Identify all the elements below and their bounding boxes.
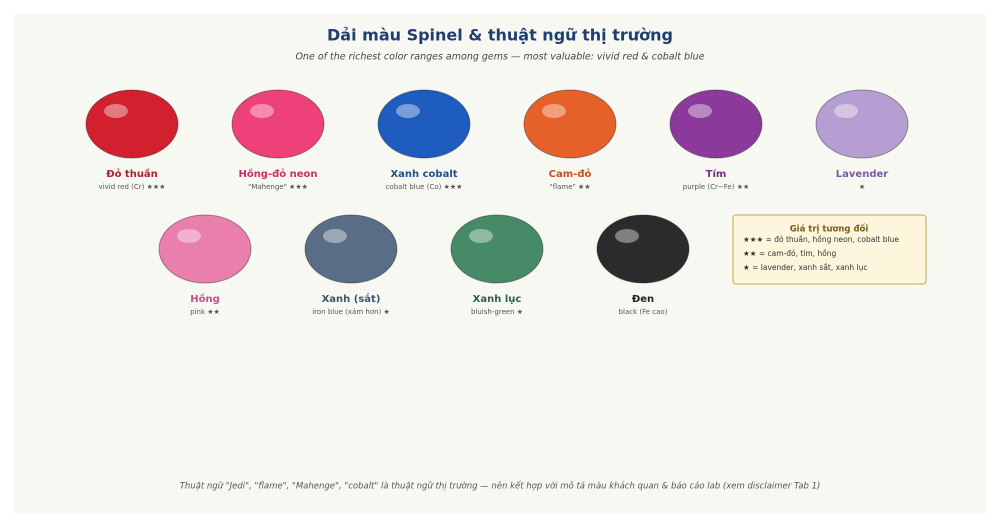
- gem-description: "flame" ★★: [549, 183, 590, 191]
- gem: [377, 89, 471, 159]
- gem-highlight: [177, 229, 201, 243]
- gem-highlight: [396, 104, 420, 118]
- gem-description: "Mahenge" ★★★: [248, 183, 308, 191]
- gem-description: ★: [859, 183, 865, 191]
- subtitle: One of the richest color ranges among ge…: [295, 52, 704, 63]
- gem-highlight: [688, 104, 712, 118]
- legend-title: Giá trị tương đối: [790, 224, 869, 235]
- gem-name: Lavender: [836, 169, 888, 180]
- gem-name: Xanh lục: [473, 294, 522, 305]
- gem-description: iron blue (xám hơn) ★: [312, 308, 390, 316]
- gem-highlight: [250, 104, 274, 118]
- gem-highlight: [104, 104, 128, 118]
- gem-name: Cam-đỏ: [549, 168, 592, 180]
- legend-line: ★ = lavender, xanh sắt, xanh lục: [743, 263, 868, 272]
- legend-line: ★★ = cam-đỏ, tím, hồng: [743, 249, 837, 258]
- footer: Thuật ngữ "Jedi", "flame", "Mahenge", "c…: [180, 481, 821, 492]
- gem-description: cobalt blue (Co) ★★★: [386, 183, 463, 191]
- gem-highlight: [323, 229, 347, 243]
- gem: [304, 214, 398, 284]
- gem: [231, 89, 325, 159]
- gem-name: Tím: [706, 168, 727, 180]
- gem-highlight: [469, 229, 493, 243]
- gem-highlight: [542, 104, 566, 118]
- gem-description: purple (Cr−Fe) ★★: [683, 183, 750, 191]
- gem-name: Hồng: [190, 292, 220, 305]
- gem-highlight: [834, 104, 858, 118]
- gem-name: Xanh (sắt): [322, 292, 381, 305]
- gem-name: Đỏ thuần: [106, 168, 158, 180]
- gem: [815, 89, 909, 159]
- gem-highlight: [615, 229, 639, 243]
- gem-description: pink ★★: [190, 308, 220, 316]
- gem-description: black (Fe cao): [619, 308, 668, 316]
- legend-box: [732, 214, 927, 285]
- gem: [669, 89, 763, 159]
- title: Dải màu Spinel & thuật ngữ thị trường: [327, 26, 673, 45]
- gem: [450, 214, 544, 284]
- gem: [158, 214, 252, 284]
- gem: [596, 214, 690, 284]
- gem-name: Xanh cobalt: [390, 169, 457, 180]
- gem-name: Đen: [632, 294, 654, 305]
- legend-line: ★★★ = đỏ thuần, hồng neon, cobalt blue: [743, 235, 899, 244]
- gem-description: bluish-green ★: [471, 308, 523, 316]
- gem: [523, 89, 617, 159]
- gem-name: Hồng-đỏ neon: [238, 167, 317, 180]
- gem-description: vivid red (Cr) ★★★: [99, 183, 166, 191]
- gem: [85, 89, 179, 159]
